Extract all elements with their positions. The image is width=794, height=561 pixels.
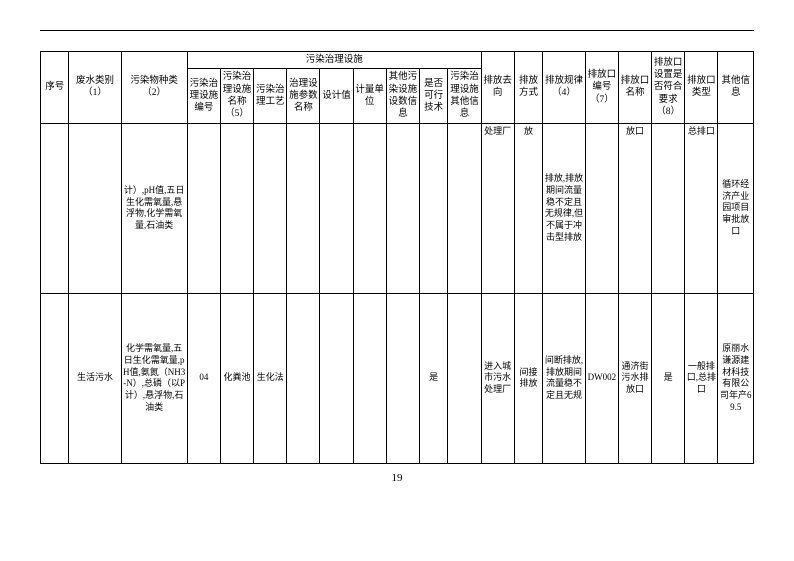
cell [41,293,69,463]
page-number: 19 [40,472,754,484]
cell [448,123,481,293]
cell: 通济街污水排放口 [618,293,651,463]
data-table: 序号 废水类别（1） 污染物种类（2） 污染治理设施 排放去向 排放方式 排放规… [40,51,754,464]
col-header: 其他信息 [718,52,754,124]
cell [287,123,320,293]
table-row: 计）,pH值,五日生化需氧量,悬浮物,化学需氧量,石油类 处理厂 放 排放,排放… [41,123,754,293]
col-header: 其他污染设施设数信息 [386,69,419,123]
col-header: 是否可行技术 [419,69,447,123]
cell [287,293,320,463]
col-header: 序号 [41,52,69,124]
cell [254,123,287,293]
cell: 放口 [618,123,651,293]
col-header: 排放口编号（7） [585,52,618,124]
col-header: 污染物种类（2） [121,52,187,124]
cell: 进入城市污水处理厂 [481,293,514,463]
cell [41,123,69,293]
col-header: 治理设施参数名称 [287,69,320,123]
cell: 化学需氧量,五日生化需氧量,pH值,氨氮（NH3-N）,总磷（以P计）,悬浮物,… [121,293,187,463]
cell [220,123,253,293]
cell [187,123,220,293]
cell: 排放,排放期间流量稳不定且无规律,但不属于冲击型排放 [543,123,586,293]
cell: DW002 [585,293,618,463]
cell: 04 [187,293,220,463]
col-header: 排放口名称 [618,52,651,124]
cell: 生活污水 [69,293,121,463]
cell: 是 [652,293,685,463]
cell: 放 [514,123,542,293]
cell: 生化法 [254,293,287,463]
cell [386,293,419,463]
cell: 原丽水谦源建材科技有限公司年产69.5 [718,293,754,463]
header-row-1: 序号 废水类别（1） 污染物种类（2） 污染治理设施 排放去向 排放方式 排放规… [41,52,754,69]
cell: 化粪池 [220,293,253,463]
cell: 间断排放,排放期间流量稳不定且无规 [543,293,586,463]
cell: 是 [419,293,447,463]
cell [419,123,447,293]
col-header: 污染治理工艺 [254,69,287,123]
col-header: 排放口设置是否符合要求（8） [652,52,685,124]
cell: 循环经济产业园项目审批放口 [718,123,754,293]
cell [353,293,386,463]
cell: 计）,pH值,五日生化需氧量,悬浮物,化学需氧量,石油类 [121,123,187,293]
top-divider [40,30,754,31]
cell: 一般排口,总排口 [685,293,718,463]
table-row: 生活污水 化学需氧量,五日生化需氧量,pH值,氨氮（NH3-N）,总磷（以P计）… [41,293,754,463]
col-header: 污染治理设施其他信息 [448,69,481,123]
cell [652,123,685,293]
col-header-group: 污染治理设施 [187,52,481,69]
cell: 间接排放 [514,293,542,463]
cell [386,123,419,293]
cell [320,293,353,463]
cell: 处理厂 [481,123,514,293]
cell [69,123,121,293]
cell [448,293,481,463]
col-header: 设计值 [320,69,353,123]
cell: 总排口 [685,123,718,293]
col-header: 排放方式 [514,52,542,124]
col-header: 污染治理设施名称（5） [220,69,253,123]
col-header: 排放规律（4） [543,52,586,124]
cell [585,123,618,293]
col-header: 污染治理设施编号 [187,69,220,123]
cell [353,123,386,293]
col-header: 排放去向 [481,52,514,124]
cell [320,123,353,293]
col-header: 废水类别（1） [69,52,121,124]
col-header: 计量单位 [353,69,386,123]
col-header: 排放口类型 [685,52,718,124]
